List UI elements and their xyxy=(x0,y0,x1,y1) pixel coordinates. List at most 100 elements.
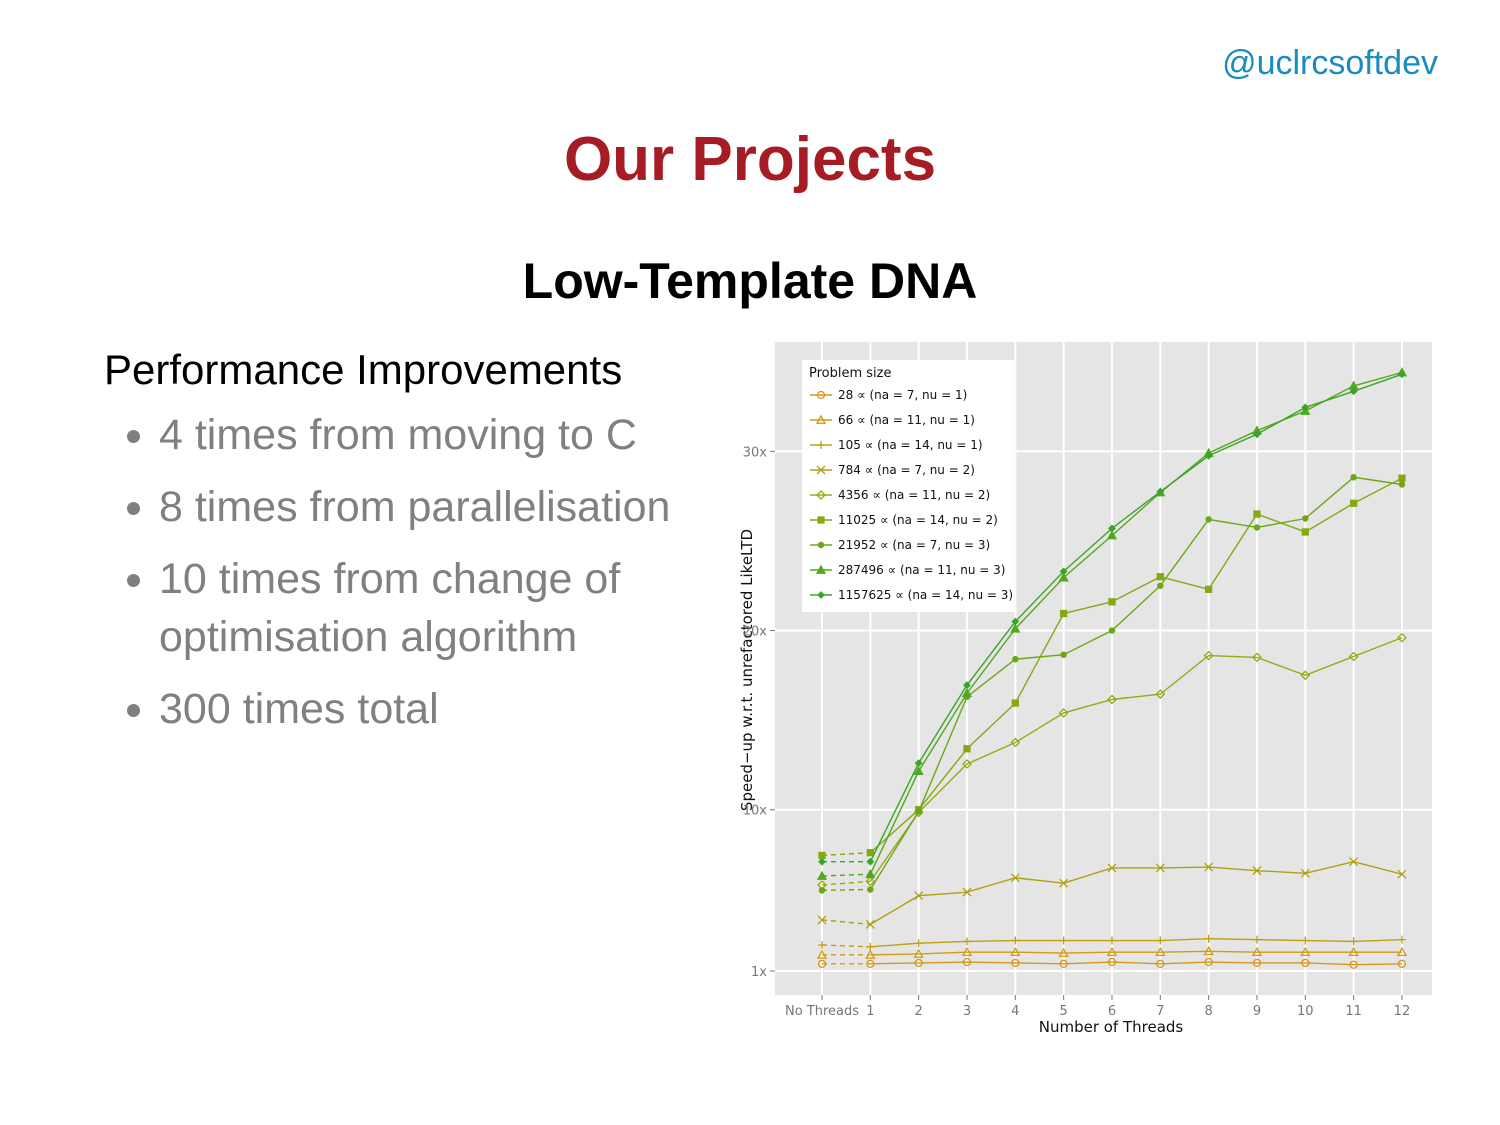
marker xyxy=(1349,499,1358,507)
marker xyxy=(1397,632,1407,643)
marker xyxy=(1397,959,1407,968)
marker xyxy=(1350,474,1357,481)
legend-marker xyxy=(817,591,825,599)
legend-box xyxy=(802,360,1014,612)
legend-label: 4356 ∝ (na = 11, nu = 2) xyxy=(838,488,990,502)
marker xyxy=(1300,868,1310,878)
legend-marker xyxy=(815,564,827,574)
marker xyxy=(1011,617,1020,626)
legend-marker xyxy=(817,516,825,524)
marker xyxy=(1302,515,1309,522)
marker xyxy=(818,857,826,866)
series-line xyxy=(870,961,1402,966)
x-tick-label: 11 xyxy=(1345,1004,1362,1019)
marker xyxy=(962,957,972,967)
series xyxy=(818,934,1406,951)
legend-marker xyxy=(816,490,826,500)
marker xyxy=(1252,866,1262,876)
legend-title: Problem size xyxy=(809,366,892,381)
marker xyxy=(866,959,875,968)
series-line xyxy=(869,373,1403,862)
marker xyxy=(1156,487,1165,496)
marker xyxy=(816,870,828,880)
series-line xyxy=(869,860,1403,925)
marker xyxy=(1204,934,1213,943)
x-tick-label: 2 xyxy=(915,1004,923,1019)
marker xyxy=(1108,627,1116,634)
bullet: 300 times total xyxy=(159,680,719,738)
marker xyxy=(1155,689,1166,700)
x-tick-label: 4 xyxy=(1011,1004,1019,1019)
legend-marker xyxy=(816,390,826,400)
marker xyxy=(1349,937,1358,946)
heading: Performance Improvements xyxy=(104,346,623,393)
marker xyxy=(1252,935,1261,944)
x-tick-label: 10 xyxy=(1297,1004,1314,1019)
marker xyxy=(1011,699,1019,707)
marker xyxy=(1107,694,1117,705)
series xyxy=(818,370,1406,866)
marker xyxy=(818,941,826,950)
marker xyxy=(817,915,827,925)
legend-marker xyxy=(817,441,825,449)
x-axis-title: Number of Threads xyxy=(1039,1018,1184,1036)
marker xyxy=(1155,946,1166,957)
marker xyxy=(1349,857,1359,867)
x-tick-label: No Threads xyxy=(785,1004,859,1019)
series-line xyxy=(869,477,1403,854)
legend-label: 105 ∝ (na = 14, nu = 1) xyxy=(838,438,983,452)
marker xyxy=(1204,451,1213,460)
marker xyxy=(1398,474,1406,482)
marker xyxy=(915,808,922,815)
marker xyxy=(817,959,827,968)
marker xyxy=(1011,936,1020,945)
y-tick-label: 10x xyxy=(743,804,768,819)
marker xyxy=(914,958,923,968)
marker xyxy=(1205,516,1212,523)
series-line xyxy=(869,371,1403,875)
marker xyxy=(1106,530,1118,540)
marker xyxy=(1251,946,1263,957)
marker xyxy=(1106,946,1118,957)
x-tick-label: 5 xyxy=(1060,1004,1068,1019)
x-tick-label: 1 xyxy=(866,1004,874,1019)
marker xyxy=(1396,946,1408,957)
marker xyxy=(1300,946,1311,957)
series-line xyxy=(870,938,1402,948)
x-tick-label: 9 xyxy=(1253,1004,1261,1019)
handle: @uclrcsoftdev xyxy=(1222,44,1438,82)
legend-label: 784 ∝ (na = 7, nu = 2) xyxy=(838,463,975,477)
series-line xyxy=(821,873,871,877)
marker xyxy=(867,886,874,893)
marker xyxy=(914,891,924,901)
marker xyxy=(1155,863,1165,873)
series-line xyxy=(870,950,1402,956)
marker xyxy=(1156,573,1164,581)
legend-label: 1157625 ∝ (na = 14, nu = 3) xyxy=(838,588,1013,602)
marker xyxy=(1204,585,1213,593)
bullet: 8 times from parallelisation xyxy=(159,478,719,536)
series-line xyxy=(821,880,871,886)
marker xyxy=(962,887,972,897)
marker xyxy=(1398,370,1406,379)
content: Performance Improvements 4 times from mo… xyxy=(104,346,744,752)
legend-marker xyxy=(817,541,825,549)
marker xyxy=(1348,651,1359,662)
series xyxy=(817,632,1407,890)
marker xyxy=(1252,652,1262,663)
marker xyxy=(914,939,923,948)
marker xyxy=(1156,959,1165,968)
x-tick-label: 8 xyxy=(1204,1004,1212,1019)
marker xyxy=(1010,946,1021,957)
marker xyxy=(1060,609,1068,618)
marker xyxy=(1301,958,1310,968)
marker xyxy=(1156,936,1165,945)
marker xyxy=(1204,862,1214,872)
legend-label: 66 ∝ (na = 11, nu = 1) xyxy=(838,413,975,427)
legend-label: 11025 ∝ (na = 14, nu = 2) xyxy=(838,513,998,527)
y-tick-label: 30x xyxy=(743,445,768,460)
marker xyxy=(865,876,876,887)
marker xyxy=(1253,524,1261,531)
marker xyxy=(1059,936,1068,945)
